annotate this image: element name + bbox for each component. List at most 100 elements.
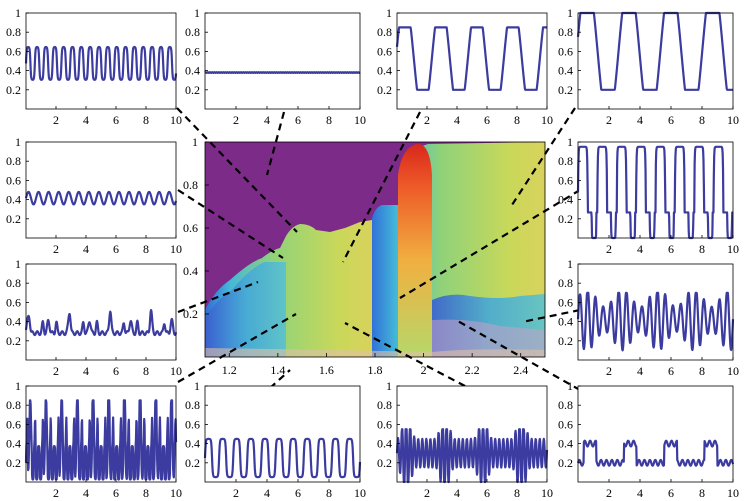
main-y-tick-label: 0.2	[183, 307, 198, 321]
main-y-tick-label: 1	[192, 135, 198, 149]
inset-frame	[577, 12, 734, 110]
inset-y-tick-label: 0.8	[558, 276, 573, 290]
inset-x-tick-label: 4	[454, 113, 460, 127]
inset-bottom-4: 2 4 6 8 10 1 0.8 0.6 0.4 0.2	[558, 379, 739, 500]
inset-x-tick-label: 10	[354, 486, 366, 500]
inset-y-tick-label: 0.2	[6, 456, 21, 470]
inset-x-tick-label: 4	[83, 242, 89, 256]
inset-x-tick-label: 10	[354, 113, 366, 127]
connector-bottom-1	[177, 313, 297, 383]
inset-y-tick-label: 0.8	[6, 25, 21, 39]
inset-x-tick-label: 10	[541, 486, 553, 500]
inset-x-tick-label: 4	[637, 242, 643, 256]
inset-trace	[204, 71, 361, 74]
connector-bottom-3	[344, 322, 466, 387]
connector-lines	[176, 107, 581, 391]
inset-y-tick-label: 0.6	[6, 295, 21, 309]
inset-x-tick-label: 6	[484, 113, 490, 127]
main-heatmap: 1.2 1.4 1.6 1.8 2 2.2 2.4 1 0.8 0.6 0.4 0.2	[183, 135, 546, 377]
inset-x-tick-label: 10	[170, 113, 182, 127]
main-x-tick-label: 1.2	[222, 363, 237, 377]
inset-y-tick-label: 1	[15, 135, 21, 149]
connector-top-4	[509, 107, 576, 209]
inset-x-tick-label: 10	[170, 242, 182, 256]
inset-x-tick-label: 4	[83, 364, 89, 378]
inset-x-tick-label: 6	[113, 364, 119, 378]
inset-trace	[395, 26, 548, 91]
inset-top-3: 2 4 6 8 10 1 0.8 0.6 0.4 0.2	[377, 6, 553, 127]
inset-x-tick-label: 2	[606, 113, 612, 127]
connector-left-1	[177, 189, 284, 259]
inset-x-tick-label: 10	[727, 486, 739, 500]
inset-x-tick-label: 8	[143, 486, 149, 500]
connector-left-2	[177, 280, 259, 314]
inset-y-tick-label: 0.2	[185, 456, 200, 470]
inset-frame	[25, 12, 177, 110]
inset-x-tick-label: 8	[143, 113, 149, 127]
inset-frame	[396, 385, 548, 483]
main-x-tick-label: 1.6	[319, 363, 334, 377]
inset-y-tick-label: 0.6	[6, 44, 21, 58]
inset-frame	[577, 385, 734, 483]
inset-trace	[576, 145, 734, 240]
inset-top-1: 2 4 6 8 10 1 0.8 0.6 0.4 0.2	[6, 6, 182, 127]
inset-y-tick-label: 0.6	[185, 417, 200, 431]
inset-frame	[577, 263, 734, 361]
inset-x-tick-label: 4	[264, 486, 270, 500]
inset-y-tick-label: 0.4	[558, 193, 573, 207]
inset-trace	[24, 399, 178, 481]
inset-y-tick-label: 0.4	[185, 437, 200, 451]
inset-x-tick-label: 10	[170, 364, 182, 378]
inset-y-tick-label: 0.4	[6, 193, 21, 207]
inset-y-tick-label: 0.2	[6, 212, 21, 226]
inset-y-tick-label: 1	[15, 6, 21, 20]
inset-x-tick-label: 2	[53, 486, 59, 500]
inset-x-tick-label: 8	[699, 113, 705, 127]
inset-x-tick-label: 2	[424, 486, 430, 500]
inset-x-tick-label: 10	[727, 113, 739, 127]
insets-layer: 2 4 6 8 10 1 0.8 0.6 0.4 0.2 2 4 6 8 10 1 0.8 0.6 0.4 0.2 2 4…	[6, 6, 739, 500]
inset-y-tick-label: 0.2	[6, 83, 21, 97]
inset-frame	[25, 141, 177, 239]
inset-frame	[25, 385, 177, 483]
inset-y-tick-label: 0.8	[6, 398, 21, 412]
inset-trace	[576, 439, 735, 467]
inset-x-tick-label: 4	[83, 486, 89, 500]
inset-y-tick-label: 0.8	[377, 398, 392, 412]
inset-x-tick-label: 4	[83, 113, 89, 127]
connector-top-2	[265, 111, 286, 176]
inset-x-tick-label: 10	[170, 486, 182, 500]
inset-y-tick-label: 0.8	[6, 276, 21, 290]
inset-bottom-2: 2 4 6 8 10 1 0.8 0.6 0.4 0.2	[185, 379, 366, 500]
inset-x-tick-label: 8	[699, 364, 705, 378]
inset-y-tick-label: 0.2	[558, 456, 573, 470]
inset-x-tick-label: 6	[295, 486, 301, 500]
main-y-tick-label: 0.4	[183, 264, 198, 278]
inset-y-tick-label: 0.4	[6, 437, 21, 451]
inset-x-tick-label: 4	[637, 364, 643, 378]
inset-y-tick-label: 0.8	[558, 25, 573, 39]
main-axes: 1.2 1.4 1.6 1.8 2 2.2 2.4 1 0.8 0.6 0.4 0.2	[183, 135, 528, 377]
inset-x-tick-label: 8	[143, 242, 149, 256]
connector-top-3	[342, 111, 421, 263]
main-x-tick-label: 1.4	[270, 363, 285, 377]
inset-x-tick-label: 6	[668, 242, 674, 256]
inset-x-tick-label: 8	[699, 486, 705, 500]
inset-y-tick-label: 0.2	[558, 83, 573, 97]
heatmap-hot-region	[398, 144, 432, 357]
inset-trace	[24, 190, 178, 206]
inset-y-tick-label: 1	[194, 6, 200, 20]
inset-x-tick-label: 10	[727, 364, 739, 378]
inset-x-tick-label: 8	[326, 486, 332, 500]
inset-y-tick-label: 0.4	[377, 64, 392, 78]
inset-x-tick-label: 2	[233, 486, 239, 500]
inset-top-4: 2 4 6 8 10 1 0.8 0.6 0.4 0.2	[558, 6, 739, 127]
inset-background	[26, 142, 176, 238]
inset-x-tick-label: 6	[295, 113, 301, 127]
inset-x-tick-label: 6	[668, 113, 674, 127]
inset-y-tick-label: 0.4	[558, 64, 573, 78]
inset-x-tick-label: 6	[113, 242, 119, 256]
inset-x-tick-label: 10	[541, 113, 553, 127]
inset-frame	[577, 141, 734, 239]
inset-frame	[204, 12, 361, 110]
